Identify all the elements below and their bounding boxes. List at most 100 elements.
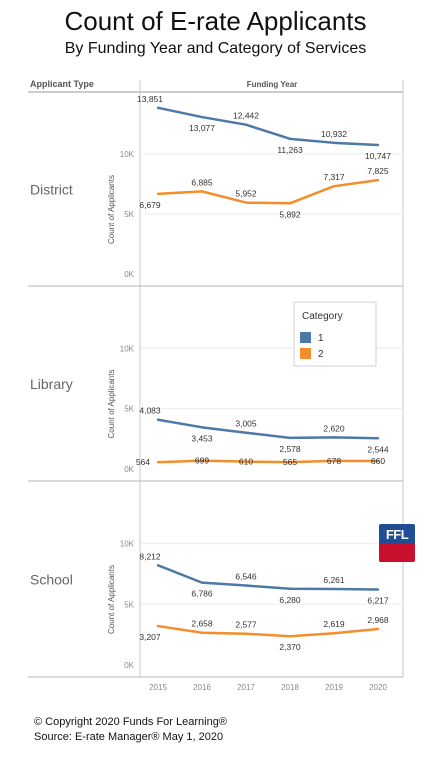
y-tick-label: 10K [120, 540, 135, 549]
x-tick-label: 2020 [369, 683, 387, 692]
data-point [200, 190, 204, 193]
y-tick-label: 10K [120, 150, 135, 159]
legend-entry: 1 [318, 333, 324, 344]
data-label: 6,546 [235, 572, 257, 582]
data-point [288, 137, 292, 141]
series-line-category-2 [157, 178, 379, 205]
data-point [288, 635, 292, 638]
data-label: 2,544 [367, 444, 389, 454]
x-tick-label: 2016 [193, 683, 211, 692]
y-tick-label: 0K [124, 661, 134, 670]
data-label: 5,892 [279, 209, 301, 219]
data-point [200, 581, 204, 584]
data-label: 2,370 [279, 642, 301, 652]
logo-text: FFL [385, 527, 409, 542]
y-tick-label: 0K [124, 270, 134, 279]
data-label: 6,679 [139, 200, 161, 210]
y-axis-label: Count of Applicants [107, 565, 116, 634]
row-label-library: Library [30, 376, 73, 392]
data-label: 3,005 [235, 419, 257, 429]
data-label: 8,212 [139, 551, 161, 561]
data-point [244, 431, 248, 434]
series-line-category-2 [157, 459, 379, 464]
data-point [156, 192, 160, 196]
column-header: Funding Year [247, 80, 298, 89]
y-axis-label: Count of Applicants [107, 370, 116, 439]
data-label: 660 [371, 456, 385, 466]
row-header: Applicant Type [30, 79, 94, 89]
data-point [332, 184, 336, 188]
data-label: 6,261 [323, 575, 345, 585]
data-point [288, 587, 292, 590]
data-point [332, 141, 336, 145]
data-point [332, 587, 336, 591]
ffl-logo-icon: FFL [379, 524, 415, 562]
data-point [244, 584, 248, 587]
data-point [376, 178, 380, 182]
source-text: Source: E-rate Manager® May 1, 2020 [34, 731, 224, 743]
data-point [332, 459, 336, 463]
data-label: 5,952 [235, 189, 257, 199]
legend-swatch [300, 348, 311, 359]
data-label: 6,217 [367, 596, 389, 606]
data-label: 7,317 [323, 172, 345, 182]
chart-canvas: Applicant Type Funding Year0K5K10KDistric… [28, 79, 404, 692]
data-point [244, 123, 248, 126]
data-label: 610 [239, 457, 253, 467]
series-line-category-1 [157, 418, 379, 440]
x-tick-label: 2015 [149, 683, 167, 692]
data-label: 3,207 [139, 632, 161, 642]
y-tick-label: 5K [124, 600, 134, 609]
data-label: 2,578 [279, 444, 301, 454]
data-point [200, 115, 204, 119]
data-label: 6,280 [279, 595, 301, 605]
data-point [244, 632, 248, 635]
data-label: 13,077 [189, 123, 215, 133]
data-label: 565 [283, 457, 297, 467]
series-line-category-1 [157, 106, 379, 147]
data-label: 2,658 [191, 619, 213, 629]
series-line-category-1 [157, 564, 379, 591]
data-point [376, 143, 380, 147]
chart-subtitle: By Funding Year and Category of Services [64, 40, 367, 57]
data-point [376, 627, 380, 631]
data-point [200, 459, 204, 462]
row-label-district: District [30, 182, 73, 198]
data-label: 13,851 [137, 94, 163, 104]
x-tick-label: 2018 [281, 683, 299, 692]
data-label: 2,968 [367, 615, 389, 625]
data-point [156, 460, 160, 464]
y-tick-label: 0K [124, 465, 134, 474]
y-tick-label: 5K [124, 405, 134, 414]
data-label: 6,786 [191, 589, 213, 599]
data-point [156, 564, 160, 567]
data-point [244, 460, 248, 463]
data-point [376, 437, 380, 440]
data-point [200, 426, 204, 429]
data-point [332, 632, 336, 635]
data-label: 2,619 [323, 619, 345, 629]
data-label: 11,263 [277, 145, 303, 155]
data-label: 564 [136, 457, 150, 467]
data-point [288, 202, 292, 205]
data-label: 2,620 [323, 423, 345, 433]
data-point [288, 436, 292, 440]
data-point [244, 201, 248, 204]
data-point [156, 418, 160, 421]
y-tick-label: 10K [120, 344, 135, 353]
x-tick-label: 2019 [325, 683, 343, 692]
legend-swatch [300, 332, 311, 343]
copyright-text: © Copyright 2020 Funds For Learning® [34, 716, 227, 728]
data-point [156, 624, 160, 628]
data-label: 3,453 [191, 433, 213, 443]
data-label: 12,442 [233, 111, 259, 121]
series-line-category-2 [157, 624, 379, 638]
y-axis-label: Count of Applicants [107, 175, 116, 244]
data-label: 6,885 [191, 177, 213, 187]
data-point [200, 631, 204, 634]
x-tick-label: 2017 [237, 683, 255, 692]
data-label: 10,932 [321, 129, 347, 139]
legend-title: Category [302, 311, 343, 322]
data-point [288, 460, 292, 464]
data-label: 7,825 [367, 166, 389, 176]
